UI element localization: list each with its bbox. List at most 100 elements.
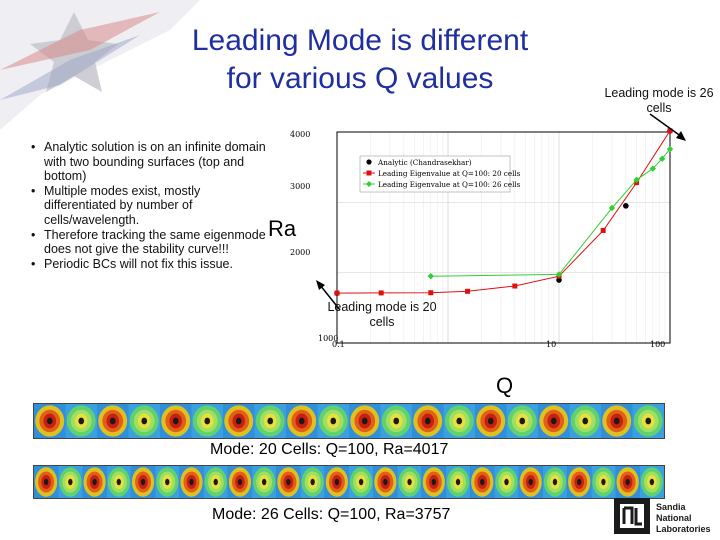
star-logo-left — [0, 0, 200, 130]
strip-contour — [649, 478, 655, 486]
bullet-item: Analytic solution is on an infinite doma… — [30, 140, 266, 184]
data-point-20-cells — [465, 288, 471, 294]
strip-contour — [116, 478, 121, 486]
legend-marker-26 — [366, 181, 372, 187]
strip-contour — [267, 417, 274, 425]
strip-contour — [456, 417, 463, 425]
strip-contour — [141, 417, 148, 425]
caption-mode-20: Mode: 20 Cells: Q=100, Ra=4017 — [210, 441, 449, 458]
legend-box — [359, 155, 511, 193]
strip-contour — [431, 478, 436, 486]
strip-contour — [43, 478, 49, 486]
strip-contour — [625, 478, 630, 486]
y-tick-label: 3000 — [290, 182, 310, 191]
data-point-20-cells — [334, 290, 340, 296]
strip-contour — [550, 417, 557, 425]
strip-contour — [358, 478, 364, 486]
data-point-20-cells — [378, 290, 384, 296]
strip-contour — [237, 478, 243, 486]
chart-legend: Analytic (Chandrasekhar) Leading Eigenva… — [359, 155, 521, 193]
bullet-item: Therefore tracking the same eigenmode do… — [30, 228, 266, 257]
strip-contour — [519, 417, 526, 425]
strip-contour — [140, 478, 146, 486]
strip-contour — [455, 478, 461, 486]
strip-contour — [645, 417, 652, 425]
data-point-20-cells — [600, 227, 606, 233]
legend-marker-analytic — [366, 159, 372, 165]
bullet-item: Periodic BCs will not fix this issue. — [30, 257, 266, 272]
strip-contour — [213, 478, 218, 486]
strip-contour — [310, 478, 315, 486]
x-axis-label: Q — [496, 373, 514, 398]
arrow-left-head — [316, 280, 325, 290]
strip-contour — [407, 478, 412, 486]
strip-contour — [480, 478, 485, 486]
series-line — [336, 130, 671, 294]
mode-image-26-cells — [33, 465, 665, 499]
data-point-20-cells — [667, 128, 673, 134]
x-tick-label: 1000 — [318, 334, 338, 343]
strip-contour — [504, 478, 509, 486]
strip-contour — [613, 417, 620, 425]
strip-contour — [46, 417, 53, 425]
title-line-1: Leading Mode is different — [191, 24, 529, 57]
strip-contour — [383, 478, 388, 486]
strip-contour — [109, 417, 116, 425]
strip-contour — [330, 417, 337, 425]
strip-contour — [165, 478, 170, 486]
legend-label: Leading Eigenvalue at Q=100: 20 cells — [378, 169, 521, 178]
strip-contour — [78, 417, 85, 425]
annotation-right: Leading mode is 26 cells — [604, 86, 714, 115]
strip-contour — [361, 417, 368, 425]
arrow-left — [319, 284, 341, 311]
caption-mode-26: Mode: 26 Cells: Q=100, Ra=3757 — [212, 506, 451, 523]
annotation-left: Leading mode is 20 cells — [327, 300, 437, 329]
strip-contour — [577, 478, 582, 486]
data-point-26-cells — [633, 176, 640, 184]
y-tick-label: 2000 — [290, 248, 310, 257]
data-point-26-cells — [666, 145, 674, 153]
legend-label: Leading Eigenvalue at Q=100: 26 cells — [378, 180, 521, 189]
bullet-item: Multiple modes exist, mostly differentia… — [30, 184, 266, 228]
strip-contour — [68, 478, 73, 486]
mode-image-20-cells — [33, 403, 665, 439]
strip-contour — [189, 478, 194, 486]
strip-contour — [235, 417, 242, 425]
data-point-20-cells — [428, 290, 434, 296]
strip-contour — [334, 478, 340, 486]
data-layer — [334, 128, 674, 297]
logo-text-line: Sandia — [656, 502, 687, 512]
title-line-2: for various Q values — [226, 62, 494, 95]
strip-contour — [393, 417, 400, 425]
strip-contour — [204, 417, 211, 425]
data-point-analytic — [623, 203, 629, 209]
x-tick-label: 10 — [546, 340, 556, 349]
y-axis-label: Ra — [268, 216, 297, 241]
data-point-26-cells — [555, 271, 563, 278]
strip-contour — [286, 478, 291, 486]
arrow-right — [649, 113, 686, 141]
strip-contour — [601, 478, 606, 486]
strip-contour — [487, 417, 494, 425]
strip-contour — [262, 478, 267, 486]
slide-title: Leading Mode is different for various Q … — [150, 22, 570, 98]
y-tick-label: 4000 — [290, 130, 310, 139]
logo-text-line: Laboratories — [656, 524, 711, 534]
x-tick-label: 0.1 — [332, 340, 345, 349]
strip-contour — [92, 478, 97, 486]
legend-marker-20 — [366, 170, 372, 176]
data-point-26-cells — [427, 272, 435, 280]
data-point-26-cells — [658, 155, 666, 162]
stability-chart: 4000 3000 2000 1000 0.1 10 100 Analytic … — [290, 128, 674, 349]
data-point-26-cells — [608, 204, 616, 212]
bullet-list: Analytic solution is on an infinite doma… — [30, 140, 266, 271]
strip-contour — [528, 478, 533, 486]
legend-label: Analytic (Chandrasekhar) — [377, 158, 472, 167]
strip-contour — [552, 478, 558, 486]
strip-contour — [582, 417, 589, 425]
x-tick-label: 100 — [650, 340, 665, 349]
strip-contour — [424, 417, 431, 425]
logo-text-line: National — [656, 513, 692, 523]
strip-contour — [172, 417, 179, 425]
sandia-logo: Sandia National Laboratories — [614, 498, 711, 534]
